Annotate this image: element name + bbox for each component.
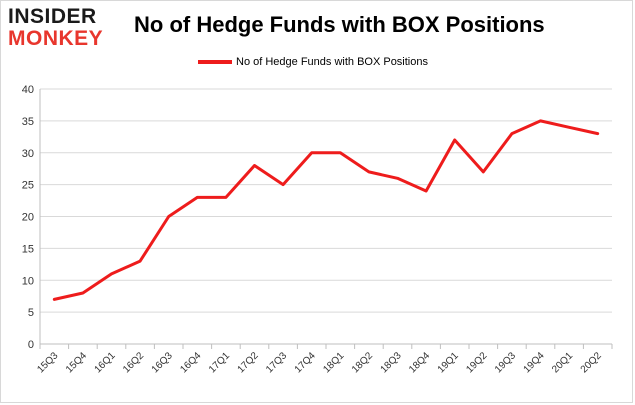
- x-tick-label: 18Q3: [379, 350, 404, 375]
- data-point: [310, 151, 313, 154]
- data-point: [110, 272, 113, 276]
- x-tick-label: 16Q1: [93, 350, 118, 375]
- data-point: [224, 196, 228, 199]
- y-tick-label: 0: [28, 339, 34, 351]
- y-tick-label: 20: [22, 212, 34, 224]
- data-point: [596, 132, 599, 135]
- x-tick-label: 17Q4: [293, 350, 318, 375]
- y-tick-label: 15: [22, 243, 34, 255]
- y-tick-label: 5: [28, 307, 34, 319]
- x-tick-label: 20Q2: [579, 350, 604, 375]
- insider-monkey-logo: INSIDER MONKEY: [8, 6, 118, 50]
- x-tick-label: 16Q2: [121, 350, 146, 375]
- data-point: [510, 132, 514, 135]
- chart-title: No of Hedge Funds with BOX Positions: [134, 12, 545, 37]
- data-point: [567, 126, 571, 129]
- x-tick-label: 18Q2: [350, 350, 375, 375]
- data-point: [482, 170, 485, 174]
- x-tick-label: 19Q1: [436, 350, 461, 375]
- data-point: [138, 259, 142, 263]
- data-point: [81, 291, 85, 295]
- x-tick-label: 20Q1: [550, 350, 575, 375]
- x-tick-label: 17Q3: [264, 350, 289, 375]
- data-point: [53, 298, 56, 301]
- data-point: [424, 189, 428, 193]
- data-point: [167, 215, 170, 218]
- data-point: [339, 151, 342, 154]
- x-tick-label: 18Q4: [407, 350, 432, 375]
- series-line: [52, 119, 600, 301]
- data-point: [196, 196, 199, 199]
- data-point: [539, 119, 542, 123]
- x-tick-label: 19Q3: [493, 350, 518, 375]
- data-point: [453, 138, 456, 142]
- y-tick-label: 35: [22, 116, 34, 128]
- legend-label: No of Hedge Funds with BOX Positions: [236, 56, 428, 68]
- x-tick-label: 19Q4: [522, 350, 547, 375]
- x-tick-label: 18Q1: [321, 350, 346, 375]
- y-tick-label: 10: [22, 275, 34, 287]
- legend-swatch: [198, 60, 232, 64]
- x-tick-label: 17Q1: [207, 350, 232, 375]
- x-tick-label: 17Q2: [236, 350, 261, 375]
- data-point: [253, 164, 256, 167]
- y-tick-label: 25: [22, 180, 34, 192]
- logo-line-1: INSIDER: [8, 5, 97, 28]
- x-tick-label: 16Q4: [178, 350, 203, 375]
- data-point: [396, 177, 399, 180]
- x-tick-label: 15Q4: [64, 350, 89, 375]
- data-point: [367, 170, 371, 174]
- chart-legend: No of Hedge Funds with BOX Positions: [198, 54, 428, 70]
- logo-line-2: MONKEY: [8, 27, 104, 50]
- y-tick-label: 30: [22, 148, 34, 160]
- x-tick-label: 15Q3: [35, 350, 60, 375]
- x-tick-label: 16Q3: [150, 350, 175, 375]
- y-tick-label: 40: [22, 84, 34, 96]
- x-tick-label: 19Q2: [464, 350, 489, 375]
- data-point: [281, 183, 285, 186]
